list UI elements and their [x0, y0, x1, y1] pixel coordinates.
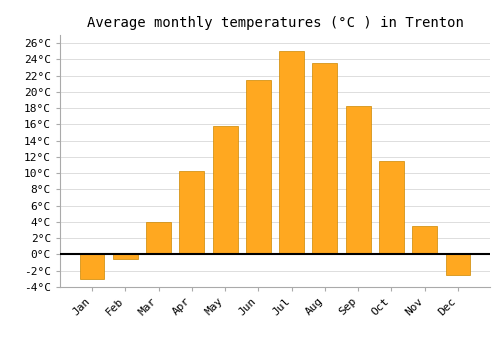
Bar: [246, 80, 271, 254]
Bar: [312, 63, 338, 254]
Bar: [80, 254, 104, 279]
Bar: [346, 106, 370, 254]
Bar: [113, 254, 138, 259]
Bar: [446, 254, 470, 275]
Bar: [412, 226, 437, 254]
Bar: [146, 222, 171, 254]
Bar: [279, 51, 304, 254]
Bar: [212, 126, 238, 254]
Bar: [180, 171, 204, 254]
Bar: [379, 161, 404, 254]
Title: Average monthly temperatures (°C ) in Trenton: Average monthly temperatures (°C ) in Tr…: [86, 16, 464, 30]
